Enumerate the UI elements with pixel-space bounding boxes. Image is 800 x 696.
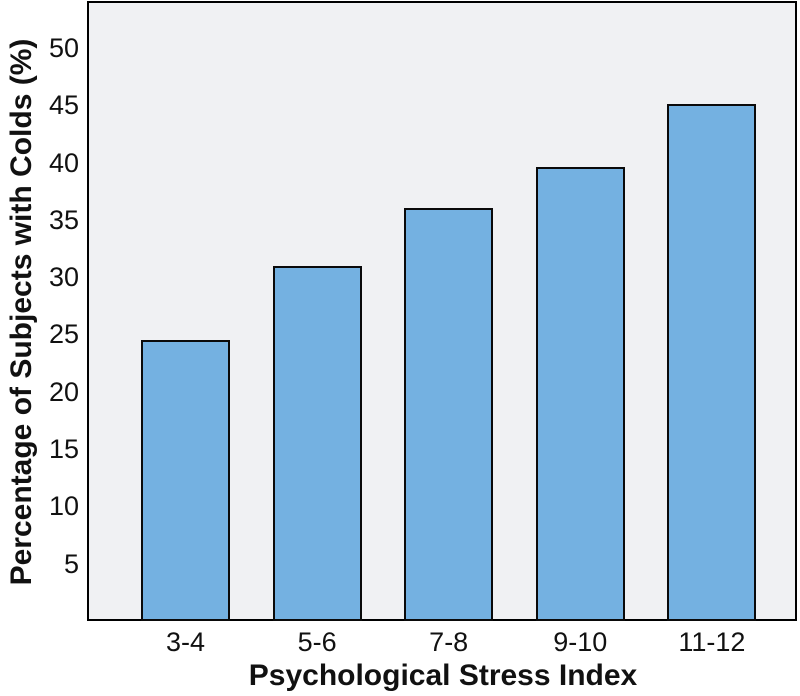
bar-7-8 (404, 208, 494, 621)
y-tick-label-35: 35 (48, 204, 79, 235)
x-tick-label-5-6: 5-6 (297, 627, 337, 657)
y-tick-label-45: 45 (48, 90, 79, 121)
y-tick-label-10: 10 (48, 491, 79, 522)
y-tick-label-50: 50 (48, 32, 79, 63)
x-axis-title: Psychological Stress Index (248, 659, 638, 692)
y-tick-label-15: 15 (48, 434, 79, 465)
y-tick-label-40: 40 (48, 147, 79, 178)
bar-5-6 (272, 265, 362, 621)
bar-9-10 (535, 167, 625, 621)
y-tick-label-25: 25 (48, 319, 79, 350)
y-tick-label-30: 30 (48, 262, 79, 293)
bar-3-4 (141, 340, 230, 621)
x-tick-label-11-12: 11-12 (678, 627, 746, 657)
x-tick-label-3-4: 3-4 (165, 627, 206, 657)
bar-11-12 (667, 104, 757, 621)
x-tick-label-9-10: 9-10 (553, 627, 608, 657)
y-tick-label-20: 20 (48, 376, 79, 407)
y-tick-label-5: 5 (63, 548, 79, 579)
x-tick-label-7-8: 7-8 (429, 627, 469, 657)
